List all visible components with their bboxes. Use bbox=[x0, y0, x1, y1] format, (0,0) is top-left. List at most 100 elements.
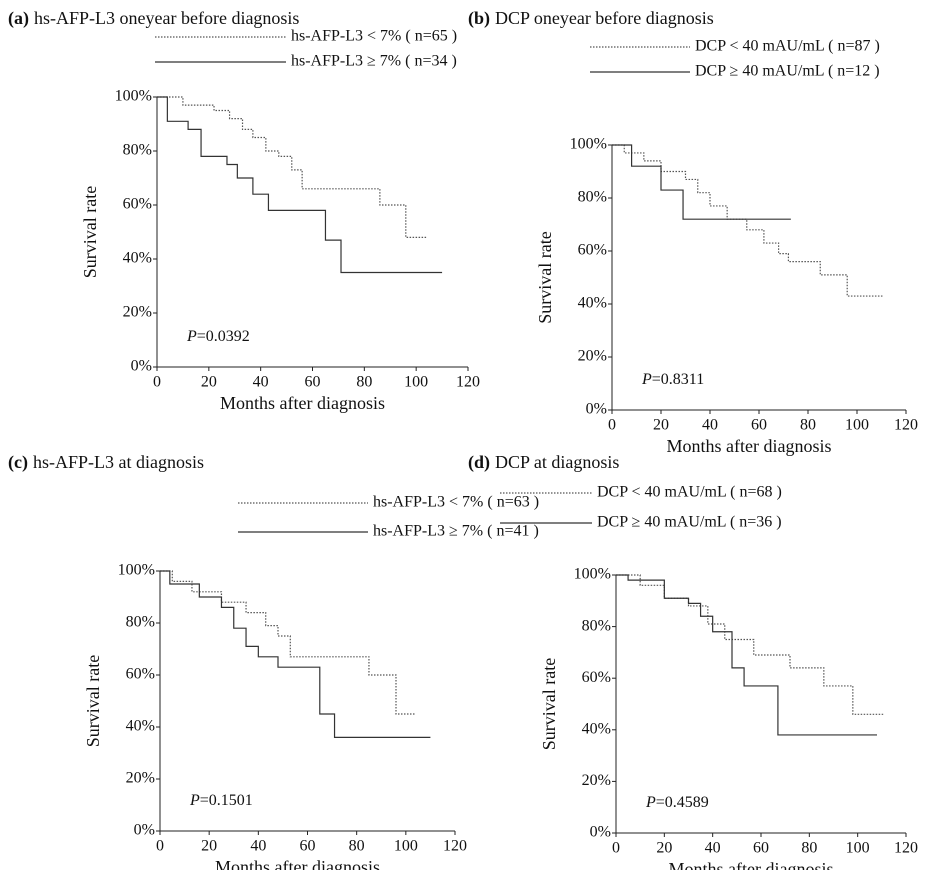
title-text: DCP oneyear before diagnosis bbox=[495, 8, 714, 28]
x-tick-label: 60 bbox=[751, 417, 767, 434]
p-label: P bbox=[645, 794, 656, 811]
y-tick-label: 0% bbox=[586, 401, 607, 418]
panel-label: (c) bbox=[8, 452, 28, 473]
x-tick-label: 120 bbox=[894, 417, 918, 434]
x-tick-label: 80 bbox=[349, 838, 365, 855]
x-tick-label: 40 bbox=[705, 840, 721, 857]
title-text: DCP at diagnosis bbox=[495, 452, 619, 472]
p-label: P bbox=[186, 328, 197, 345]
legend-label: DCP ≥ 40 mAU/mL ( n=36 ) bbox=[597, 514, 782, 531]
p-label: P bbox=[189, 792, 200, 809]
survival-curve bbox=[160, 570, 416, 715]
p-value: =0.1501 bbox=[200, 792, 253, 809]
y-tick-label: 20% bbox=[578, 348, 607, 365]
x-axis-label: Months after diagnosis bbox=[220, 393, 385, 413]
p-value: =0.4589 bbox=[656, 794, 709, 811]
y-tick-label: 60% bbox=[578, 242, 607, 259]
y-tick-label: 20% bbox=[582, 772, 611, 789]
p-value: =0.8311 bbox=[652, 371, 704, 388]
y-axis-label: Survival rate bbox=[80, 186, 100, 278]
x-tick-label: 20 bbox=[201, 838, 217, 855]
x-tick-label: 100 bbox=[845, 417, 869, 434]
x-axis-label: Months after diagnosis bbox=[669, 859, 834, 870]
x-tick-label: 120 bbox=[443, 838, 467, 855]
x-tick-label: 0 bbox=[612, 840, 620, 857]
x-tick-label: 0 bbox=[608, 417, 616, 434]
x-tick-label: 100 bbox=[404, 374, 428, 391]
y-tick-label: 20% bbox=[126, 770, 155, 787]
survival-curve bbox=[160, 570, 431, 738]
legend-label: DCP < 40 mAU/mL ( n=68 ) bbox=[597, 484, 782, 501]
panel-title: (c) hs-AFP-L3 at diagnosis bbox=[8, 452, 204, 473]
x-tick-label: 40 bbox=[250, 838, 266, 855]
survival-curve bbox=[612, 144, 791, 220]
x-tick-label: 100 bbox=[846, 840, 870, 857]
panel-label: (a) bbox=[8, 8, 29, 29]
x-tick-label: 0 bbox=[153, 374, 161, 391]
x-tick-label: 60 bbox=[305, 374, 321, 391]
p-value-annotation: P=0.0392 bbox=[186, 328, 250, 345]
y-tick-label: 80% bbox=[578, 189, 607, 206]
p-value: =0.0392 bbox=[197, 328, 250, 345]
x-tick-label: 20 bbox=[656, 840, 672, 857]
p-label: P bbox=[641, 371, 652, 388]
y-axis-label: Survival rate bbox=[535, 231, 555, 323]
x-tick-label: 40 bbox=[253, 374, 269, 391]
x-tick-label: 40 bbox=[702, 417, 718, 434]
panel-title: (a) hs-AFP-L3 oneyear before diagnosis bbox=[8, 8, 299, 29]
legend-label: hs-AFP-L3 ≥ 7% ( n=34 ) bbox=[291, 53, 457, 70]
p-value-annotation: P=0.4589 bbox=[645, 794, 709, 811]
y-tick-label: 40% bbox=[582, 720, 611, 737]
legend-label: hs-AFP-L3 ≥ 7% ( n=41 ) bbox=[373, 523, 539, 540]
survival-curve bbox=[616, 574, 877, 736]
x-tick-label: 80 bbox=[801, 840, 817, 857]
legend-label: DCP ≥ 40 mAU/mL ( n=12 ) bbox=[695, 63, 880, 80]
survival-curve bbox=[616, 574, 885, 715]
x-tick-label: 0 bbox=[156, 838, 164, 855]
y-axis-label: Survival rate bbox=[539, 658, 559, 750]
y-tick-label: 60% bbox=[582, 669, 611, 686]
y-tick-label: 100% bbox=[570, 136, 607, 153]
p-value-annotation: P=0.1501 bbox=[189, 792, 253, 809]
legend-label: hs-AFP-L3 < 7% ( n=65 ) bbox=[291, 28, 457, 45]
p-value-annotation: P=0.8311 bbox=[641, 371, 704, 388]
x-axis-label: Months after diagnosis bbox=[215, 857, 380, 870]
x-tick-label: 60 bbox=[300, 838, 316, 855]
y-tick-label: 80% bbox=[582, 617, 611, 634]
panel-title: (b) DCP oneyear before diagnosis bbox=[468, 8, 714, 29]
y-tick-label: 80% bbox=[123, 142, 152, 159]
x-tick-label: 100 bbox=[394, 838, 418, 855]
y-axis-label: Survival rate bbox=[83, 655, 103, 747]
x-tick-label: 80 bbox=[356, 374, 372, 391]
y-tick-label: 100% bbox=[574, 566, 611, 583]
y-tick-label: 60% bbox=[126, 666, 155, 683]
y-tick-label: 0% bbox=[590, 824, 611, 841]
x-tick-label: 20 bbox=[653, 417, 669, 434]
legend-label: DCP < 40 mAU/mL ( n=87 ) bbox=[695, 38, 880, 55]
x-tick-label: 20 bbox=[201, 374, 217, 391]
panel-title: (d) DCP at diagnosis bbox=[468, 452, 619, 473]
x-tick-label: 120 bbox=[456, 374, 480, 391]
x-tick-label: 60 bbox=[753, 840, 769, 857]
title-text: hs-AFP-L3 oneyear before diagnosis bbox=[34, 8, 299, 28]
survival-curve bbox=[157, 96, 427, 238]
x-axis-label: Months after diagnosis bbox=[667, 436, 832, 456]
y-tick-label: 40% bbox=[123, 250, 152, 267]
y-tick-label: 0% bbox=[134, 822, 155, 839]
panel-label: (d) bbox=[468, 452, 490, 473]
survival-curve bbox=[157, 96, 443, 274]
legend-label: hs-AFP-L3 < 7% ( n=63 ) bbox=[373, 494, 539, 511]
y-tick-label: 20% bbox=[123, 304, 152, 321]
x-tick-label: 120 bbox=[894, 840, 918, 857]
y-tick-label: 40% bbox=[578, 295, 607, 312]
survival-curve bbox=[612, 144, 884, 297]
title-text: hs-AFP-L3 at diagnosis bbox=[33, 452, 204, 472]
y-tick-label: 0% bbox=[131, 358, 152, 375]
y-tick-label: 60% bbox=[123, 196, 152, 213]
y-tick-label: 80% bbox=[126, 614, 155, 631]
x-tick-label: 80 bbox=[800, 417, 816, 434]
y-tick-label: 100% bbox=[115, 88, 152, 105]
y-tick-label: 40% bbox=[126, 718, 155, 735]
y-tick-label: 100% bbox=[118, 562, 155, 579]
